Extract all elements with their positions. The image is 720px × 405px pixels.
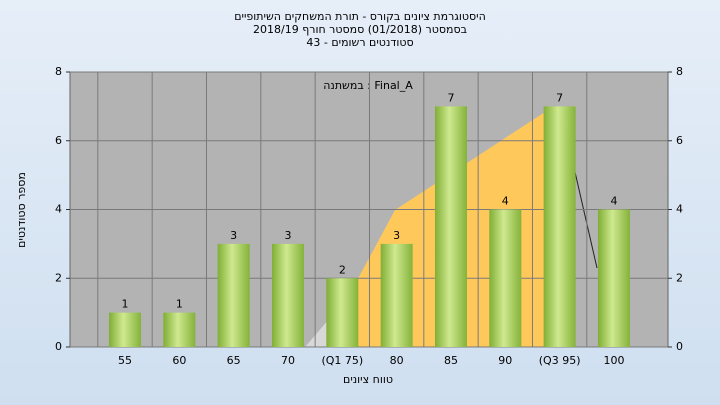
y-tick-label: 8	[55, 65, 62, 78]
x-tick-label: 80	[390, 354, 404, 367]
y-tick-label: 2	[55, 271, 62, 284]
y-tick-label: 6	[55, 134, 62, 147]
x-tick-label: 60	[172, 354, 186, 367]
y2-tick-label: 4	[676, 203, 683, 216]
y2-tick-label: 0	[676, 340, 683, 353]
bar	[326, 278, 359, 347]
x-tick-label: 100	[603, 354, 624, 367]
x-axis-label: טווח ציונים	[343, 373, 393, 386]
x-tick-label: 85	[444, 354, 458, 367]
annotation: במשתנה : Final_A	[323, 79, 413, 92]
chart-subtitle: סטודנטים רשומים - 43	[306, 36, 413, 49]
y2-tick-label: 6	[676, 134, 683, 147]
y-tick-label: 0	[55, 340, 62, 353]
x-tick-label: 55	[118, 354, 132, 367]
y-axis-label: מספר סטודנטים	[15, 172, 28, 248]
x-tick-label: 90	[498, 354, 512, 367]
trend-line	[574, 171, 598, 269]
x-tick-label: 70	[281, 354, 295, 367]
x-tick-label: (Q3 95)	[539, 354, 581, 367]
bar	[489, 209, 522, 347]
value-label: 4	[502, 195, 509, 208]
value-label: 2	[339, 263, 346, 276]
value-label: 4	[610, 195, 617, 208]
value-label: 1	[122, 298, 129, 311]
y2-tick-label: 8	[676, 65, 683, 78]
bar	[217, 243, 250, 347]
bar	[380, 243, 413, 347]
y-tick-label: 4	[55, 203, 62, 216]
y2-tick-label: 2	[676, 271, 683, 284]
x-tick-label: (Q1 75)	[321, 354, 363, 367]
bar	[163, 312, 196, 347]
x-tick-label: 65	[227, 354, 241, 367]
value-label: 7	[556, 91, 563, 104]
value-label: 7	[447, 91, 454, 104]
bar	[271, 243, 304, 347]
value-label: 1	[176, 298, 183, 311]
value-label: 3	[284, 229, 291, 242]
bar	[597, 209, 630, 347]
bar	[109, 312, 141, 347]
value-label: 3	[393, 229, 400, 242]
bar	[434, 106, 467, 347]
bar	[543, 106, 576, 347]
chart-subtitle: בסמסטר (01/2018) סמסטר חורף 2018/19	[253, 23, 467, 36]
chart-title: היסטוגרמת ציונים בקורס - תורת המשחקים הש…	[234, 10, 486, 23]
value-label: 3	[230, 229, 237, 242]
